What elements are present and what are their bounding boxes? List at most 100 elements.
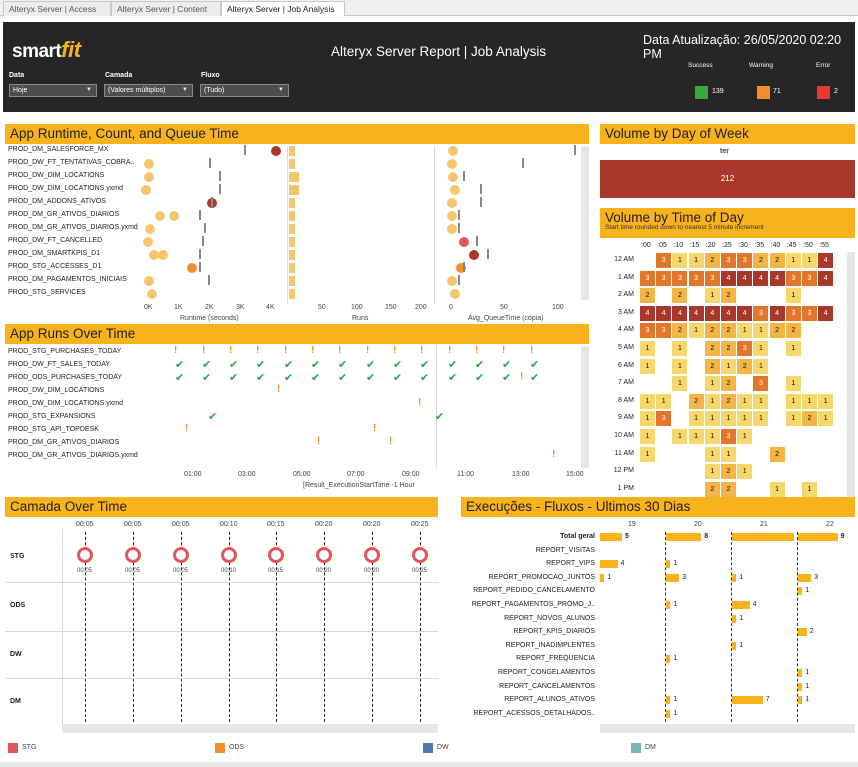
tod-cell[interactable]: 1 <box>737 429 753 444</box>
runs-bar[interactable] <box>289 146 295 156</box>
tod-cell[interactable]: 1 <box>704 288 720 304</box>
tod-cell[interactable]: 2 <box>672 288 688 304</box>
exec-bar[interactable] <box>600 560 618 569</box>
tod-cell[interactable]: 1 <box>785 393 801 409</box>
tod-cell[interactable]: 4 <box>656 305 672 321</box>
exec-bar[interactable] <box>666 601 671 609</box>
success-check-icon[interactable]: ✔ <box>229 359 239 371</box>
stg-run-marker[interactable] <box>412 547 428 563</box>
exec-bar[interactable] <box>666 533 702 541</box>
queue-dot[interactable] <box>447 159 457 169</box>
tod-cell[interactable]: 1 <box>704 429 720 444</box>
tod-cell[interactable]: 1 <box>672 429 688 444</box>
tod-cell[interactable]: 2 <box>769 446 785 462</box>
warning-exclamation-icon[interactable]: ! <box>229 345 233 356</box>
runtime-dot[interactable] <box>145 224 155 234</box>
tod-cell[interactable]: 1 <box>672 253 688 268</box>
runtime-dot[interactable] <box>147 289 157 299</box>
runtime-dot[interactable] <box>141 185 151 195</box>
exec-bar[interactable] <box>798 533 838 541</box>
warning-exclamation-icon[interactable]: ! <box>311 345 315 356</box>
tod-cell[interactable]: 1 <box>672 376 688 392</box>
tod-cell[interactable]: 3 <box>721 429 736 444</box>
runs-bar[interactable] <box>289 172 299 182</box>
tod-cell[interactable]: 4 <box>753 270 769 286</box>
exec-bar[interactable] <box>798 696 803 705</box>
success-check-icon[interactable]: ✔ <box>435 411 445 423</box>
runtime-dot[interactable] <box>187 263 197 273</box>
tod-cell[interactable]: 4 <box>769 305 785 321</box>
warning-exclamation-icon[interactable]: ! <box>338 345 342 356</box>
filter-camada-select[interactable]: (Valores múltiplos) ▼ <box>104 84 193 97</box>
tod-cell[interactable]: 3 <box>656 253 672 268</box>
success-check-icon[interactable]: ✔ <box>420 359 430 371</box>
runtime-dot[interactable] <box>169 211 179 221</box>
queue-dot[interactable] <box>448 146 458 156</box>
tod-cell[interactable]: 1 <box>753 341 769 356</box>
exec-bar[interactable] <box>732 614 737 623</box>
exec-bar[interactable] <box>798 669 803 677</box>
runtime-dot[interactable] <box>271 146 281 156</box>
queue-dot[interactable] <box>448 172 458 182</box>
stg-run-marker[interactable] <box>364 547 380 563</box>
queue-dot[interactable] <box>450 289 460 299</box>
tod-cell[interactable]: 1 <box>704 393 720 409</box>
tod-cell[interactable]: 3 <box>753 305 769 321</box>
warning-exclamation-icon[interactable]: ! <box>520 371 524 382</box>
tod-cell[interactable]: 2 <box>688 393 704 409</box>
tod-cell[interactable]: 4 <box>818 305 834 321</box>
runs-bar[interactable] <box>289 159 295 169</box>
queue-dot[interactable] <box>447 211 457 221</box>
success-check-icon[interactable]: ✔ <box>366 372 376 384</box>
success-check-icon[interactable]: ✔ <box>256 372 266 384</box>
success-check-icon[interactable]: ✔ <box>284 359 294 371</box>
tod-cell[interactable]: 2 <box>785 323 801 339</box>
tod-cell[interactable]: 2 <box>721 341 736 356</box>
exec-bar[interactable] <box>666 696 671 705</box>
tod-cell[interactable]: 1 <box>737 464 753 480</box>
warning-exclamation-icon[interactable]: ! <box>530 345 534 356</box>
runs-bar[interactable] <box>289 276 295 286</box>
tod-cell[interactable]: 4 <box>818 270 834 286</box>
exec-bar[interactable] <box>666 573 680 582</box>
stg-run-marker[interactable] <box>125 547 141 563</box>
exec-bar[interactable] <box>798 682 803 691</box>
tod-cell[interactable]: 4 <box>688 305 704 321</box>
tod-cell[interactable]: 1 <box>753 393 769 409</box>
tod-cell[interactable]: 4 <box>640 305 655 321</box>
queue-dot[interactable] <box>450 185 460 195</box>
tod-cell[interactable]: 1 <box>640 446 655 462</box>
tod-cell[interactable]: 1 <box>753 411 769 427</box>
tod-cell[interactable]: 3 <box>721 253 736 268</box>
tod-cell[interactable]: 2 <box>753 253 769 268</box>
tod-cell[interactable]: 1 <box>640 411 655 427</box>
success-check-icon[interactable]: ✔ <box>530 372 540 384</box>
tod-cell[interactable]: 3 <box>785 305 801 321</box>
tod-cell[interactable]: 1 <box>802 253 817 268</box>
tod-cell[interactable]: 3 <box>704 270 720 286</box>
warning-exclamation-icon[interactable]: ! <box>420 345 424 356</box>
warning-exclamation-icon[interactable]: ! <box>373 423 377 434</box>
tod-cell[interactable]: 4 <box>737 305 753 321</box>
queue-dot[interactable] <box>447 224 457 234</box>
exec-bar[interactable] <box>732 573 737 582</box>
success-check-icon[interactable]: ✔ <box>229 372 239 384</box>
runtime-dot[interactable] <box>143 237 153 247</box>
tod-cell[interactable]: 3 <box>688 270 704 286</box>
success-check-icon[interactable]: ✔ <box>420 372 430 384</box>
warning-exclamation-icon[interactable]: ! <box>366 345 370 356</box>
warning-exclamation-icon[interactable]: ! <box>448 345 452 356</box>
queue-dot[interactable] <box>459 237 469 247</box>
runtime-scrollbar[interactable] <box>581 146 589 300</box>
success-check-icon[interactable]: ✔ <box>475 372 485 384</box>
tod-cell[interactable]: 3 <box>640 323 655 339</box>
tod-cell[interactable]: 1 <box>688 429 704 444</box>
tod-cell[interactable]: 1 <box>721 446 736 462</box>
tod-cell[interactable]: 1 <box>672 358 688 374</box>
tod-cell[interactable]: 2 <box>704 253 720 268</box>
runtime-dot[interactable] <box>158 250 168 260</box>
tod-cell[interactable]: 1 <box>688 323 704 339</box>
runs-bar[interactable] <box>289 185 299 195</box>
success-check-icon[interactable]: ✔ <box>448 372 458 384</box>
success-check-icon[interactable]: ✔ <box>448 359 458 371</box>
